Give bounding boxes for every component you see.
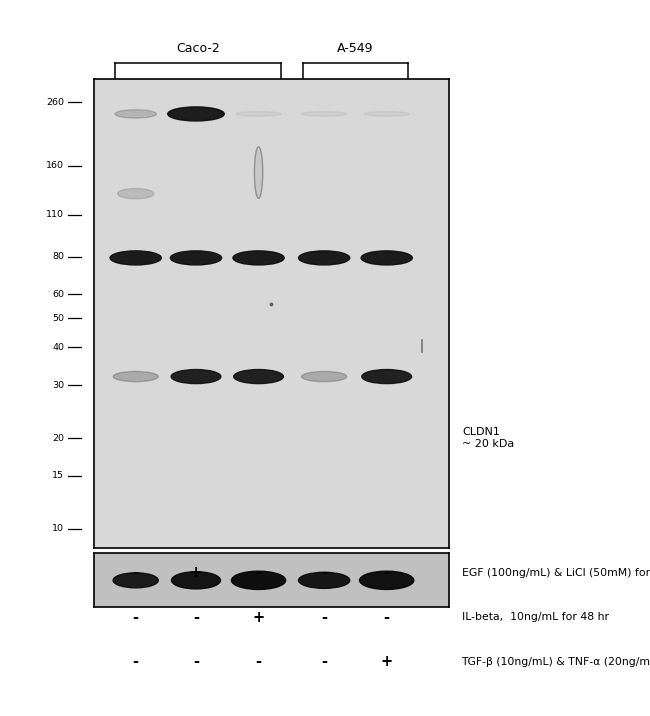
Ellipse shape [298, 572, 350, 589]
Text: Caco-2: Caco-2 [176, 42, 220, 54]
Text: A-549: A-549 [337, 42, 374, 54]
Text: 50: 50 [52, 314, 64, 323]
Text: CLDN1
~ 20 kDa: CLDN1 ~ 20 kDa [462, 427, 514, 449]
Ellipse shape [302, 372, 346, 382]
Text: 60: 60 [52, 290, 64, 299]
Text: 40: 40 [52, 343, 64, 352]
Ellipse shape [233, 251, 284, 265]
Text: -: - [384, 610, 390, 624]
Text: IL-beta,  10ng/mL for 48 hr: IL-beta, 10ng/mL for 48 hr [462, 612, 608, 622]
Text: 260: 260 [46, 97, 64, 107]
Ellipse shape [236, 112, 281, 116]
Text: 15: 15 [52, 471, 64, 480]
Ellipse shape [171, 369, 221, 384]
Ellipse shape [168, 107, 224, 121]
Text: 20: 20 [52, 434, 64, 442]
Ellipse shape [231, 571, 286, 589]
Text: -: - [193, 610, 199, 624]
Ellipse shape [115, 110, 157, 118]
Ellipse shape [110, 251, 161, 265]
Circle shape [254, 147, 263, 198]
Ellipse shape [302, 112, 346, 116]
Text: -: - [384, 566, 390, 580]
Text: -: - [193, 654, 199, 669]
Text: -: - [321, 654, 327, 669]
Ellipse shape [364, 112, 410, 116]
Ellipse shape [234, 369, 283, 384]
Ellipse shape [362, 369, 411, 384]
Text: +: + [381, 654, 393, 669]
Text: TGF-β (10ng/mL) & TNF-α (20ng/mL)  for 72 hr: TGF-β (10ng/mL) & TNF-α (20ng/mL) for 72… [462, 657, 650, 667]
Text: EGF (100ng/mL) & LiCl (50mM) for 24 hr: EGF (100ng/mL) & LiCl (50mM) for 24 hr [462, 568, 650, 578]
Text: -: - [133, 610, 138, 624]
Text: -: - [321, 566, 327, 580]
Ellipse shape [298, 251, 350, 265]
Ellipse shape [113, 372, 159, 382]
Text: -: - [321, 610, 327, 624]
Ellipse shape [359, 571, 414, 589]
Text: 30: 30 [52, 381, 64, 390]
Text: 160: 160 [46, 161, 64, 170]
Text: 10: 10 [52, 525, 64, 533]
Ellipse shape [172, 571, 220, 589]
Ellipse shape [113, 573, 159, 588]
Text: -: - [133, 654, 138, 669]
Text: -: - [255, 566, 261, 580]
Text: 110: 110 [46, 211, 64, 219]
Ellipse shape [170, 251, 222, 265]
Text: -: - [255, 654, 261, 669]
Text: +: + [190, 566, 202, 580]
Text: -: - [133, 566, 138, 580]
Text: 80: 80 [52, 252, 64, 261]
Ellipse shape [361, 251, 412, 265]
Ellipse shape [118, 188, 154, 199]
Text: +: + [252, 610, 265, 624]
